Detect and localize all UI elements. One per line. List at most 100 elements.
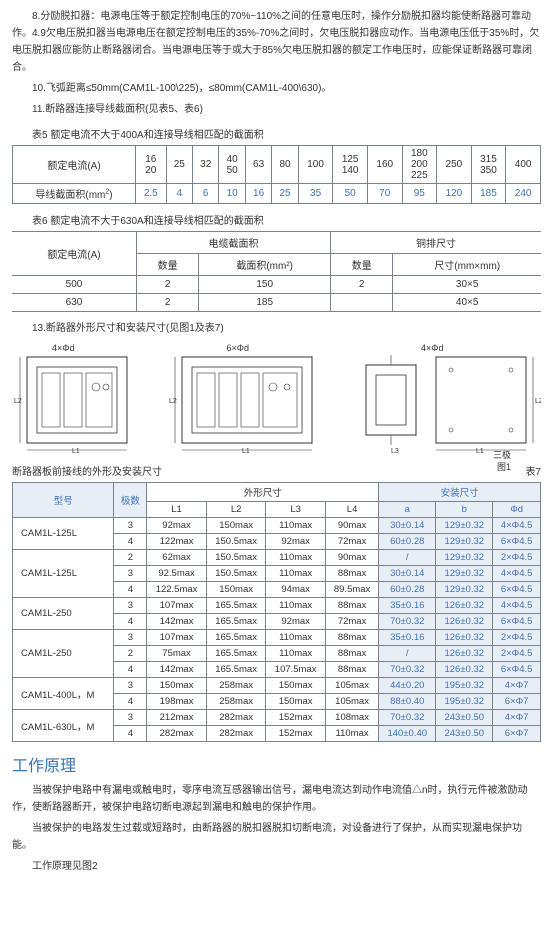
t7-poles: 4 (114, 694, 147, 710)
t7-model: CAM1L-630L，M (13, 710, 114, 742)
t6-h-qty2: 数量 (331, 254, 393, 276)
t5-cell: 80 (272, 146, 298, 184)
svg-text:L1: L1 (72, 448, 80, 455)
t5-cell: 95 (402, 184, 437, 204)
t7-cell: 62max (147, 550, 207, 566)
t7-cell: 150max (206, 582, 266, 598)
t6-cell: 30×5 (393, 276, 541, 294)
t6-cell: 2 (331, 276, 393, 294)
t7-cell: 89.5max (325, 582, 378, 598)
t5-cell: 4050 (219, 146, 245, 184)
diagram-row: 4×Φd L1 L2 6×Φd L1 (12, 345, 541, 455)
t7-cell: 35±0.16 (379, 630, 436, 646)
t7-poles: 3 (114, 566, 147, 582)
t6-h-size2: 尺寸(mm×mm) (393, 254, 541, 276)
t7-poles: 4 (114, 614, 147, 630)
t7-cell: 72max (325, 534, 378, 550)
t5-cell: 35 (298, 184, 333, 204)
t7-model: CAM1L-250 (13, 630, 114, 678)
t7-cell: 30±0.14 (379, 518, 436, 534)
t7-subhead: L3 (266, 502, 326, 518)
table6-title: 表6 额定电流不大于630A和连接导线相匹配的截面积 (32, 212, 541, 227)
t5-cell: 240 (506, 184, 541, 204)
t7-cell: 150max (206, 518, 266, 534)
t7-poles: 3 (114, 630, 147, 646)
t7-cell: 165.5max (206, 614, 266, 630)
paragraph-8: 8.分励脱扣器：电源电压等于额定控制电压的70%~110%之间的任意电压时，操作… (12, 8, 541, 76)
t7-cell: 129±0.32 (436, 582, 493, 598)
svg-text:L1: L1 (476, 448, 484, 455)
diagram-3: 4×Φd L1 L2 L3 三极 图1 (351, 345, 541, 455)
t7-cell: 94max (266, 582, 326, 598)
t7-cell: 72max (325, 614, 378, 630)
t7-cell: 165.5max (206, 598, 266, 614)
t5-cell: 250 (437, 146, 472, 184)
t7-cell: 129±0.32 (436, 566, 493, 582)
paragraph-10: 10.飞弧距离≤50mm(CAM1L-100\225)，≤80mm(CAM1L-… (12, 80, 541, 97)
t6-cell: 150 (199, 276, 331, 294)
svg-text:L1: L1 (242, 448, 250, 455)
t7-poles: 4 (114, 582, 147, 598)
t6-cell: 2 (136, 294, 198, 312)
t7-cell: 6×Φ4.5 (493, 534, 541, 550)
svg-text:L2: L2 (169, 398, 177, 405)
t7-cell: 4×Φ7 (493, 710, 541, 726)
t5-cell: 50 (333, 184, 368, 204)
t5-cell: 4 (166, 184, 192, 204)
t7-poles: 4 (114, 726, 147, 742)
t7-cell: 243±0.50 (436, 726, 493, 742)
t5-cell: 25 (272, 184, 298, 204)
t7-poles: 4 (114, 534, 147, 550)
t7-cell: 282max (206, 726, 266, 742)
t5-cell: 63 (245, 146, 271, 184)
t7-cell: 129±0.32 (436, 534, 493, 550)
t5-row2-label: 导线截面积(mm2) (13, 184, 136, 204)
t7-cell: 150.5max (206, 550, 266, 566)
t7-cell: 165.5max (206, 662, 266, 678)
t7-cell: 198max (147, 694, 207, 710)
t7-cell: 105max (325, 678, 378, 694)
principle-p3: 工作原理见图2 (12, 858, 541, 875)
t7-cell: 35±0.16 (379, 598, 436, 614)
t7-cell: 6×Φ4.5 (493, 614, 541, 630)
t7-cell: 4×Φ4.5 (493, 518, 541, 534)
diagram-1: 4×Φd L1 L2 (12, 345, 142, 455)
paragraph-13: 13.断路器外形尺寸和安装尺寸(见图1及表7) (12, 320, 541, 337)
t7-cell: 4×Φ4.5 (493, 598, 541, 614)
t6-h-current: 额定电流(A) (12, 232, 136, 276)
t5-row1-label: 额定电流(A) (13, 146, 136, 184)
table7-label: 表7 (525, 463, 541, 478)
t7-cell: 60±0.28 (379, 582, 436, 598)
t7-poles: 3 (114, 678, 147, 694)
t7-subhead: a (379, 502, 436, 518)
t7-cell: 110max (266, 646, 326, 662)
table-5: 额定电流(A)162025324050638010012514016018020… (12, 145, 541, 204)
t6-h-cable: 电缆截面积 (136, 232, 330, 254)
t7-cell: 129±0.32 (436, 518, 493, 534)
t7-cell: 142max (147, 662, 207, 678)
t7-cell: 282max (147, 726, 207, 742)
t6-cell: 2 (136, 276, 198, 294)
t7-cell: 6×Φ4.5 (493, 662, 541, 678)
t6-h-area1: 截面积(mm²) (199, 254, 331, 276)
t7-cell: 60±0.28 (379, 534, 436, 550)
t7-h-install: 安装尺寸 (379, 483, 541, 502)
t7-cell: 142max (147, 614, 207, 630)
t7-cell: 243±0.50 (436, 710, 493, 726)
t7-cell: 140±0.40 (379, 726, 436, 742)
t7-cell: 70±0.32 (379, 710, 436, 726)
t5-cell: 2.5 (136, 184, 167, 204)
t7-model: CAM1L-125L (13, 518, 114, 550)
t6-cell: 500 (12, 276, 136, 294)
t5-cell: 160 (367, 146, 402, 184)
t7-subhead: L2 (206, 502, 266, 518)
t7-cell: 152max (266, 726, 326, 742)
t7-cell: 126±0.32 (436, 614, 493, 630)
t7-poles: 2 (114, 646, 147, 662)
t5-cell: 25 (166, 146, 192, 184)
t7-cell: / (379, 550, 436, 566)
t7-cell: 6×Φ7 (493, 726, 541, 742)
t7-cell: 165.5max (206, 630, 266, 646)
t5-cell: 125140 (333, 146, 368, 184)
principle-p2: 当被保护的电路发生过载或短路时，由断路器的脱扣器脱扣切断电流，对设备进行了保护，… (12, 820, 541, 854)
